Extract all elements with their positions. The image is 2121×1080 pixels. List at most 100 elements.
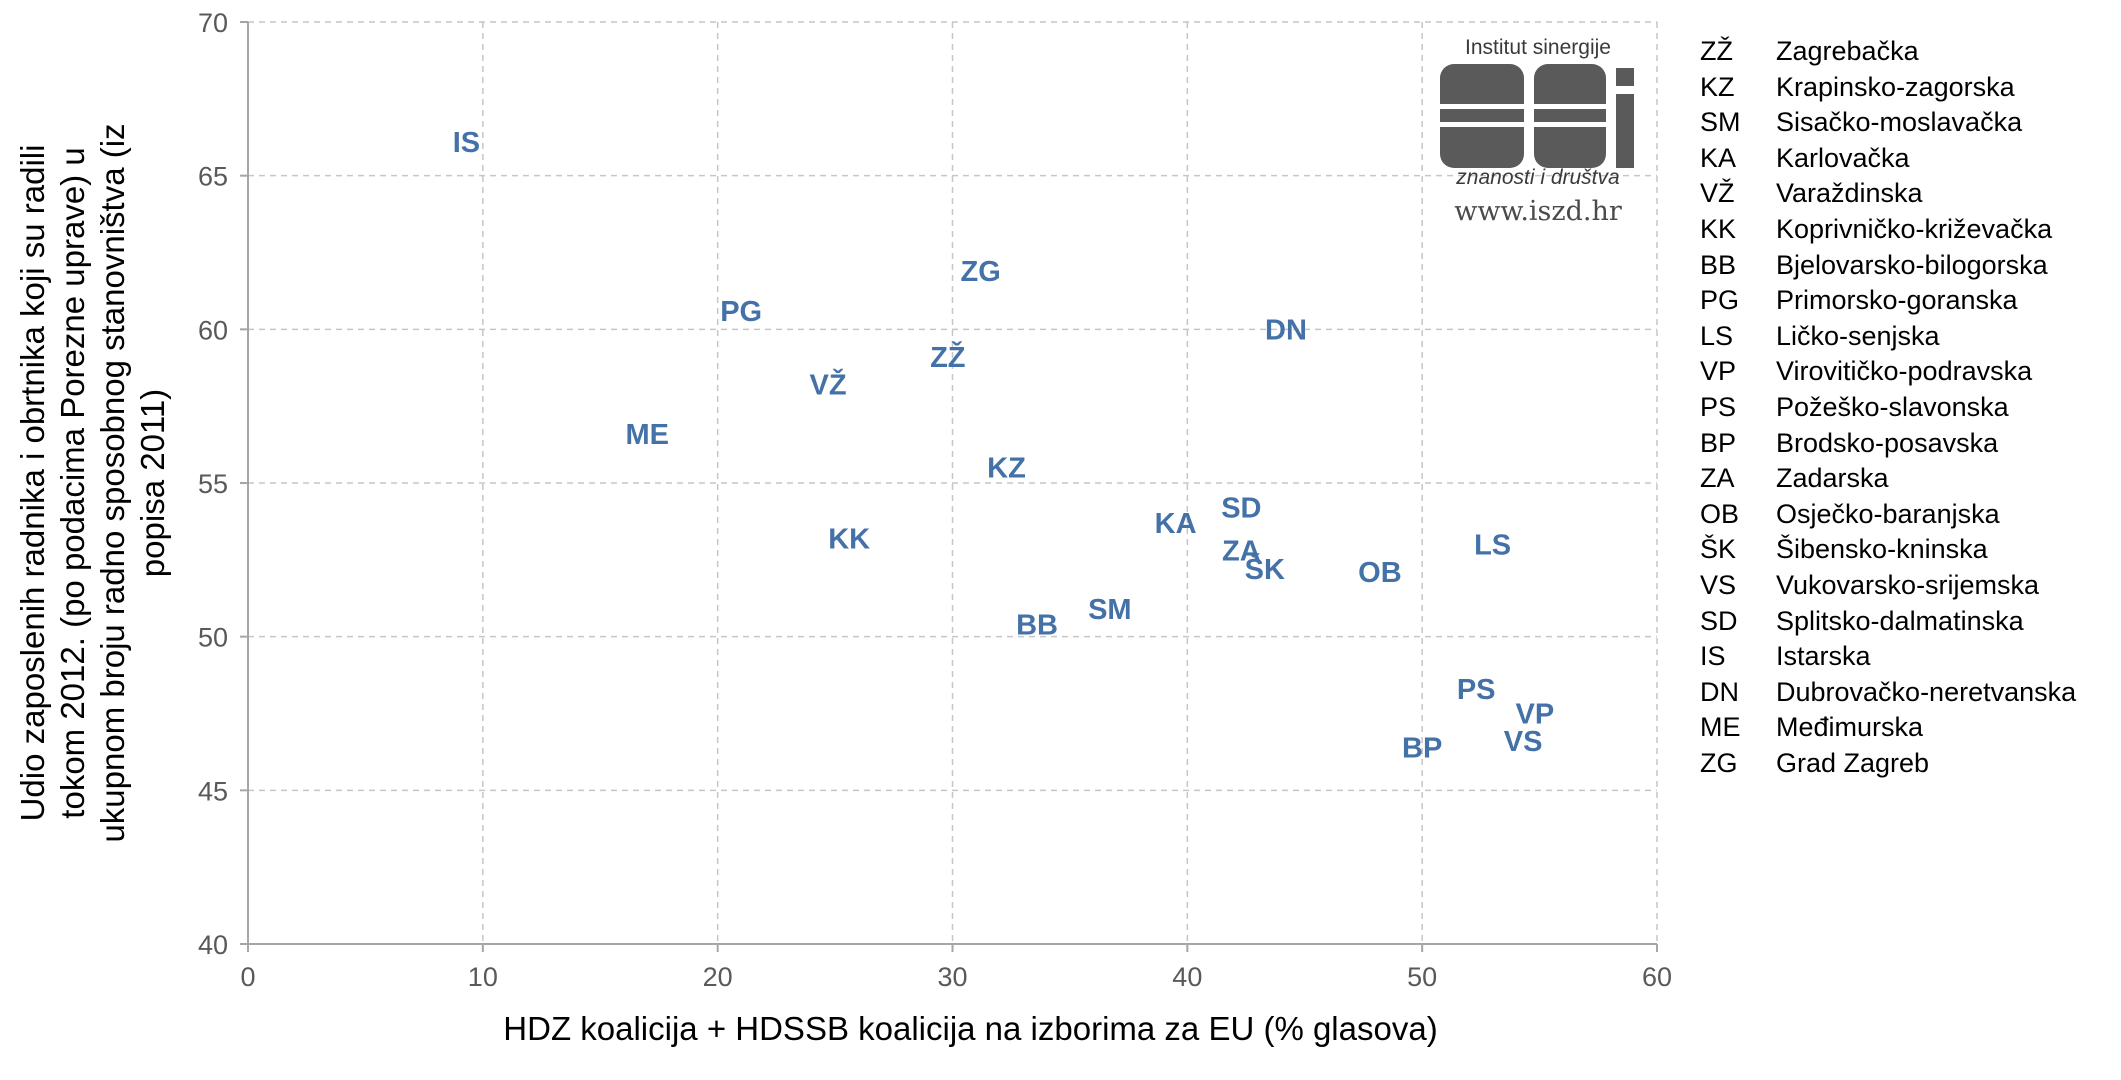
legend-item: DN Dubrovačko-neretvanska [1700,675,2076,711]
data-point-label: VS [1504,726,1543,758]
y-tick-label: 40 [198,930,228,960]
legend-item: ŠK Šibensko-kninska [1700,532,2076,568]
data-point-label: BP [1402,732,1442,764]
legend-item: KZ Krapinsko-zagorska [1700,70,2076,106]
data-point-label: PS [1457,674,1496,706]
legend-code: OB [1700,498,1740,529]
data-point-label: ME [625,419,669,451]
y-axis-title-line: Udio zaposlenih radnika i obrtnika koji … [14,145,51,822]
grid-lines [248,21,1658,944]
legend-code: ZG [1700,747,1738,778]
legend-code: SM [1700,107,1741,138]
y-axis-title: Udio zaposlenih radnika i obrtnika koji … [14,123,171,842]
legend-item: BB Bjelovarsko-bilogorska [1700,248,2076,284]
legend-code: LS [1700,320,1734,351]
legend-name: Bjelovarsko-bilogorska [1776,249,2048,280]
data-point-label: DN [1265,314,1307,346]
legend-item: VŽ Varaždinska [1700,176,2076,212]
data-point-label: KZ [987,453,1026,485]
logo-top-text: Institut sinergije [1465,36,1611,59]
data-point-label: ZG [961,256,1001,288]
data-point-label: VŽ [810,368,847,402]
data-point-label: KK [828,523,870,555]
legend-name: Ličko-senjska [1776,320,1940,351]
data-point-label: IS [453,127,480,159]
legend-name: Zagrebačka [1776,36,1919,66]
legend-name: Osječko-baranjska [1776,498,2000,529]
legend-item: ME Međimurska [1700,710,2076,746]
legend-item: ZA Zadarska [1700,461,2076,497]
legend-code: KZ [1700,71,1735,102]
institute-logo: Institut sinergije znanosti i društva ww… [1438,28,1638,238]
legend-name: Koprivničko-križevačka [1776,213,2053,244]
x-tick-label: 30 [937,962,967,992]
data-point-label: BB [1016,609,1058,641]
data-point-label: SD [1221,493,1261,525]
legend-name: Vukovarsko-srijemska [1776,569,2040,600]
legend-name: Brodsko-posavska [1776,427,1999,458]
legend-item: VS Vukovarsko-srijemska [1700,568,2076,604]
y-tick-label: 50 [198,623,228,653]
legend-code: IS [1700,641,1726,672]
legend-name: Međimurska [1776,712,1924,743]
legend-item: PS Požeško-slavonska [1700,390,2076,426]
x-tick-label: 10 [468,962,498,992]
legend-code: ZA [1700,463,1735,494]
legend-code: KA [1700,142,1737,173]
legend-code: SD [1700,605,1738,636]
data-point-label: KA [1155,508,1197,540]
logo-mark-icon [1440,64,1634,168]
legend-item: SD Splitsko-dalmatinska [1700,604,2076,640]
legend-name: Karlovačka [1776,142,1910,173]
legend-name: Primorsko-goranska [1776,285,2018,316]
logo-url: www.iszd.hr [1454,196,1622,227]
legend-item: PG Primorsko-goranska [1700,283,2076,319]
y-axis-title-line: popisa 2011) [134,389,171,577]
legend-code: PS [1700,391,1737,422]
data-point-label: ŠK [1245,552,1285,586]
legend-name: Dubrovačko-neretvanska [1776,676,2077,707]
logo-bottom-text: znanosti i društva [1456,166,1620,189]
x-tick-label: 0 [240,962,255,992]
y-tick-label: 60 [198,315,228,345]
legend-name: Virovitičko-podravska [1776,356,2033,387]
legend-name: Sisačko-moslavačka [1776,107,2023,138]
data-point-label: PG [720,296,762,328]
x-tick-label: 20 [703,962,733,992]
legend-code: DN [1700,676,1739,707]
legend-name: Požeško-slavonska [1776,391,2009,422]
y-tick-label: 45 [198,776,228,806]
y-tick-label: 70 [198,8,228,38]
legend-item: KK Koprivničko-križevačka [1700,212,2076,248]
legend-code: ME [1700,712,1741,743]
legend-code: ZŽ [1700,36,1733,66]
legend-item: KA Karlovačka [1700,141,2076,177]
legend-item: ZŽ Zagrebačka [1700,34,2076,70]
legend-code: PG [1700,285,1740,316]
data-point-label: LS [1474,529,1511,561]
x-axis-title: HDZ koalicija + HDSSB koalicija na izbor… [503,1010,1437,1047]
legend-item: VP Virovitičko-podravska [1700,354,2076,390]
y-axis-title-line: ukupnom broju radno sposobnog stanovništ… [94,123,131,842]
legend-code: VP [1700,356,1737,387]
legend-name: Varaždinska [1776,178,1923,209]
y-tick-label: 55 [198,469,228,499]
y-axis-title-line: tokom 2012. (po podacima Porezne uprave)… [54,147,91,818]
legend-name: Krapinsko-zagorska [1776,71,2015,102]
tick-labels: 40 45 50 55 60 65 70 0 10 20 30 40 50 60 [198,8,1672,992]
data-point-label: ZA [1222,536,1261,568]
data-point-label: OB [1358,557,1402,589]
legend-code: VŽ [1700,178,1735,209]
legend-item: IS Istarska [1700,639,2076,675]
data-point-label: VP [1516,699,1555,731]
legend-item: SM Sisačko-moslavačka [1700,105,2076,141]
axes [240,21,1658,952]
legend-code: ŠK [1700,534,1737,565]
legend-item: ZG Grad Zagreb [1700,746,2076,782]
legend-name: Šibensko-kninska [1776,534,1988,565]
data-point-label: SM [1088,594,1132,626]
legend-name: Splitsko-dalmatinska [1776,605,2024,636]
legend-name: Grad Zagreb [1776,747,1930,778]
